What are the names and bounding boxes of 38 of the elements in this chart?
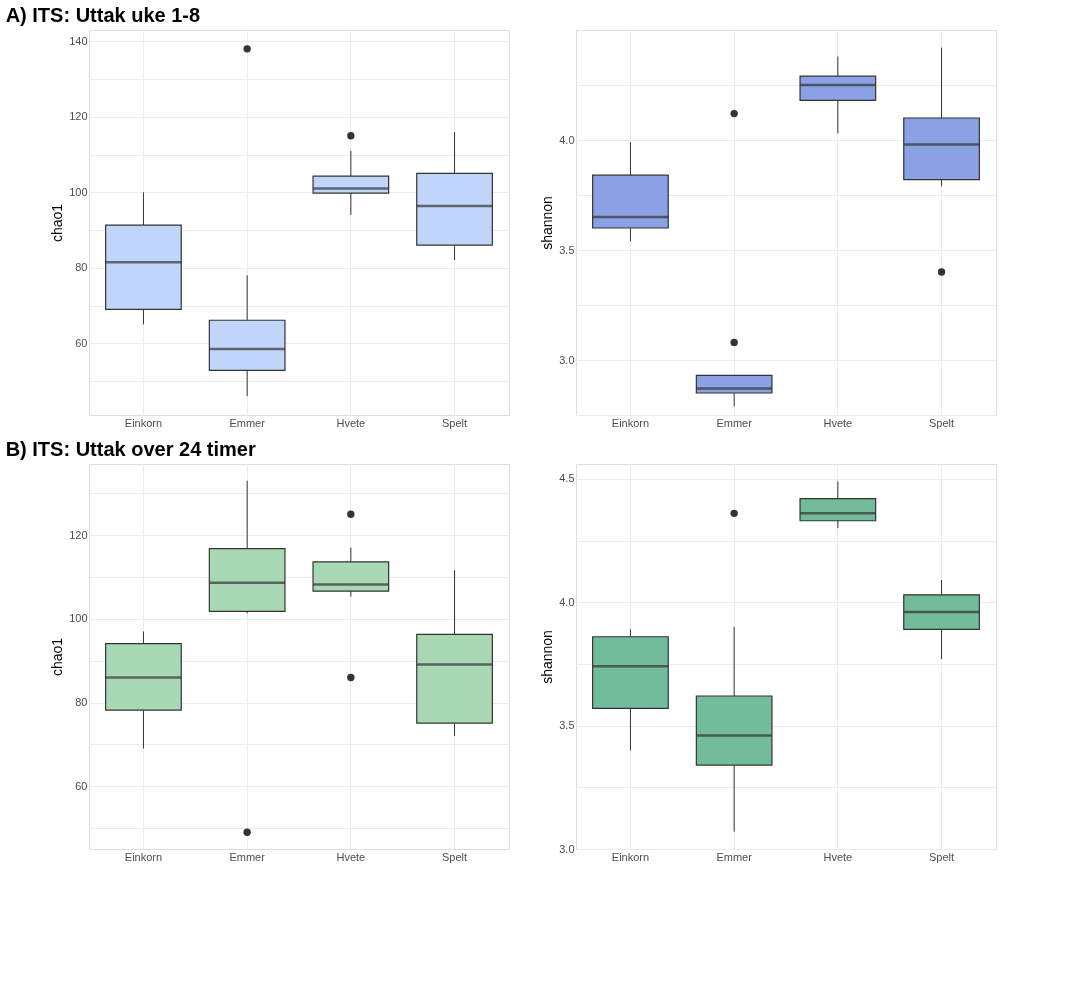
- x-tick-label: Emmer: [716, 850, 753, 863]
- y-axis-title: chao1: [49, 203, 66, 243]
- y-axis-title: chao1: [49, 637, 66, 677]
- y-tick-label: 4.0: [559, 133, 575, 146]
- y-tick-label: 3.0: [559, 842, 575, 855]
- y-tick-label: 3.5: [559, 243, 575, 256]
- y-tick-label: 120: [69, 528, 88, 541]
- chart-title: B) ITS: Uttak over 24 timer: [5, 438, 256, 460]
- x-tick-label: Spelt: [929, 850, 955, 863]
- y-tick-label: 3.5: [559, 719, 575, 732]
- x-tick-label: Emmer: [229, 416, 266, 429]
- x-tick-label: Einkorn: [124, 416, 163, 429]
- x-tick-label: Spelt: [442, 850, 468, 863]
- y-tick-label: 140: [69, 34, 88, 47]
- y-axis-title: shannon: [539, 630, 556, 684]
- y-tick-label: 80: [75, 261, 88, 274]
- x-tick-label: Emmer: [716, 416, 753, 429]
- chart-title: A) ITS: Uttak uke 1-8: [5, 4, 201, 26]
- x-tick-label: Hvete: [336, 850, 366, 863]
- y-tick-label: 120: [69, 110, 88, 123]
- y-tick-label: 3.0: [559, 353, 575, 366]
- x-tick-label: Hvete: [823, 416, 853, 429]
- x-tick-label: Hvete: [823, 850, 853, 863]
- x-tick-label: Emmer: [229, 850, 266, 863]
- y-tick-label: 4.0: [559, 595, 575, 608]
- x-tick-label: Einkorn: [124, 850, 163, 863]
- x-tick-label: Spelt: [442, 416, 468, 429]
- y-tick-label: 60: [75, 336, 88, 349]
- x-tick-label: Hvete: [336, 416, 366, 429]
- y-tick-label: 60: [75, 779, 88, 792]
- x-tick-label: Spelt: [929, 416, 955, 429]
- y-tick-label: 100: [69, 185, 88, 198]
- x-tick-label: Einkorn: [611, 850, 650, 863]
- y-tick-label: 80: [75, 696, 88, 709]
- x-tick-label: Einkorn: [611, 416, 650, 429]
- y-axis-title: shannon: [539, 196, 556, 250]
- y-tick-label: 4.5: [559, 472, 575, 485]
- y-tick-label: 100: [69, 612, 88, 625]
